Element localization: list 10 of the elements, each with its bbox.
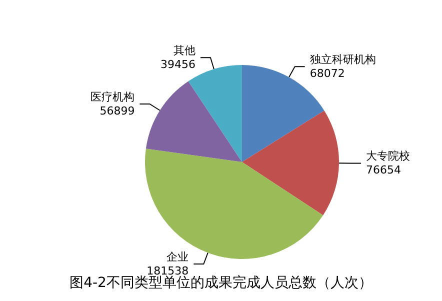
slice-label: 独立科研机构 <box>310 53 376 66</box>
slice-label: 企业 <box>166 250 189 264</box>
data-label: 56899 <box>100 104 135 118</box>
slice-label: 医疗机构 <box>90 90 135 104</box>
data-label: 68072 <box>310 67 345 80</box>
text: 图4-2不同类型单位的成果完成人员总数（人次） <box>70 275 372 291</box>
data-label: 76654 <box>366 164 401 177</box>
slice-label: 其他 <box>173 44 196 58</box>
slice-label: 大专院校 <box>366 150 410 163</box>
data-label: 39456 <box>160 58 196 72</box>
